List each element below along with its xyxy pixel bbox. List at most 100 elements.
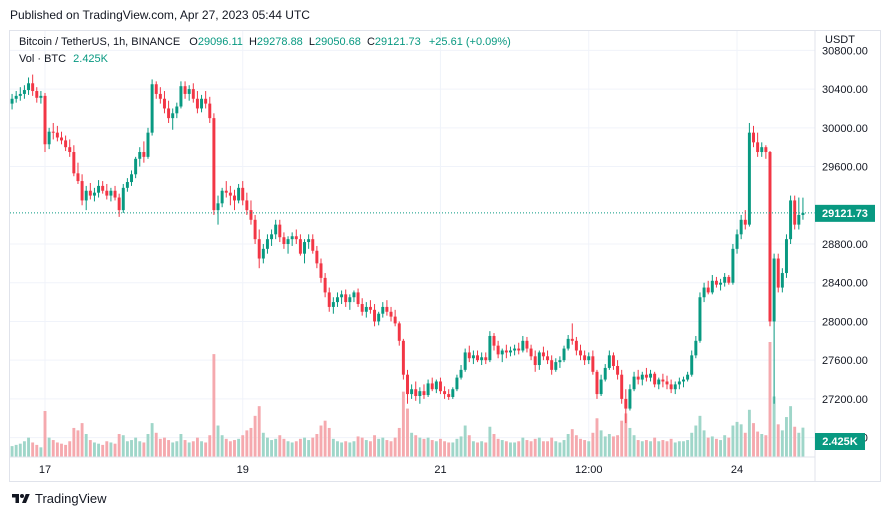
candle-body: [414, 389, 418, 397]
close-label: C: [366, 36, 375, 48]
candle: [220, 187, 224, 208]
candle: [789, 195, 793, 244]
candle-body: [101, 185, 105, 191]
candle: [710, 274, 714, 295]
candle: [410, 384, 414, 399]
volume-bar: [455, 438, 459, 457]
x-tick-label: 24: [731, 464, 743, 476]
candle: [784, 234, 788, 278]
candle: [183, 81, 187, 99]
candle-body: [492, 335, 496, 346]
candle: [368, 300, 372, 314]
volume-bar: [200, 441, 203, 457]
candle: [377, 311, 381, 326]
volume-bar: [710, 436, 714, 457]
volume-bar: [665, 441, 669, 457]
volume-bar: [714, 438, 718, 457]
badges: 29121.73 2.425K: [815, 204, 875, 450]
price-badge-bg: [815, 204, 875, 222]
candle-body: [451, 389, 455, 397]
candle-body: [294, 236, 298, 240]
candle: [294, 229, 298, 244]
candle-body: [385, 306, 389, 312]
candle-body: [31, 83, 35, 92]
volume-bar: [109, 442, 113, 457]
candle: [397, 321, 401, 346]
candle: [533, 350, 537, 372]
volume-bar: [191, 441, 195, 457]
candle-body: [228, 192, 232, 196]
volume-bar: [401, 391, 405, 457]
candle-body: [397, 323, 401, 341]
axes: 30800.00 30400.00 30000.00 29600.00 28800.00…: [10, 31, 868, 481]
candle-body: [467, 352, 471, 359]
volume-bar: [14, 444, 18, 457]
candle: [265, 234, 269, 254]
volume-bar: [381, 437, 385, 457]
candle: [546, 350, 550, 365]
candle-body: [158, 93, 162, 99]
currency-label[interactable]: USDT: [825, 34, 855, 46]
volume-bar: [88, 440, 92, 457]
candle-body: [47, 131, 51, 145]
candle: [768, 151, 772, 327]
volume-bar: [356, 436, 360, 457]
candle: [661, 373, 665, 388]
volume-bar: [80, 423, 84, 457]
candle-body: [706, 287, 710, 293]
candle-body: [661, 379, 665, 382]
candle-body: [694, 340, 698, 356]
candle: [200, 94, 204, 113]
candle-body: [620, 374, 624, 399]
candle: [360, 298, 364, 316]
candle-body: [546, 356, 550, 361]
candle-body: [311, 239, 315, 251]
candle-body: [389, 311, 393, 317]
candle-body: [784, 239, 788, 274]
candle-body: [698, 297, 702, 341]
volume-bar: [525, 440, 529, 457]
candle-body: [772, 258, 776, 322]
volume-bar: [731, 425, 735, 457]
volume-bar: [278, 435, 282, 457]
candle: [68, 139, 72, 157]
candle-body: [455, 377, 459, 390]
candle-body: [220, 190, 224, 204]
candle-body: [682, 379, 685, 382]
candle: [562, 345, 566, 363]
volume-bar: [377, 438, 381, 457]
candle-body: [558, 360, 562, 363]
volume-bar: [253, 415, 257, 457]
volume-bar: [517, 441, 521, 457]
candle: [537, 350, 541, 370]
candle-body: [673, 384, 677, 390]
candle-body: [150, 84, 154, 133]
candle: [525, 336, 529, 353]
x-tick-label: 21: [434, 464, 446, 476]
volume-bar: [488, 426, 492, 457]
candle: [315, 245, 319, 269]
candle: [513, 344, 517, 356]
candle: [125, 178, 129, 192]
volume-bar: [739, 424, 743, 457]
volume-bar: [661, 440, 665, 457]
footer-brand[interactable]: TradingView: [11, 491, 107, 506]
volume-bar: [60, 443, 63, 457]
candle-body: [677, 381, 681, 385]
volume-bar: [331, 438, 335, 457]
candle: [508, 346, 512, 357]
candle: [616, 360, 620, 380]
x-tick-label: 12:00: [575, 464, 603, 476]
volume-bar: [471, 441, 475, 457]
candle-body: [550, 360, 554, 370]
volume-bar: [22, 441, 26, 457]
candle: [158, 87, 162, 104]
volume-bar: [68, 441, 72, 457]
candle: [731, 244, 735, 285]
candle: [579, 344, 582, 361]
candle-body: [727, 276, 731, 283]
candle: [541, 346, 545, 361]
volume-bar: [463, 425, 467, 457]
candle: [31, 74, 35, 96]
